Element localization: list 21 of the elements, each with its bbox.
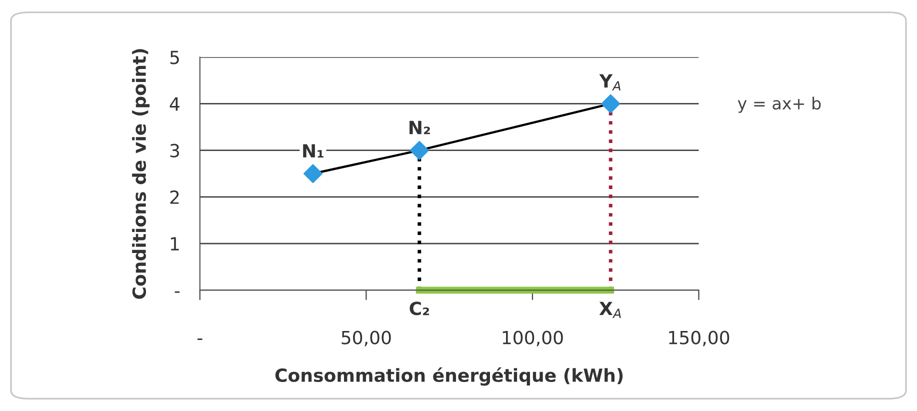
x-tick-label: - <box>198 338 202 340</box>
x-tick-label: 50,00 <box>342 330 391 346</box>
annotation: X$_{A}$ <box>599 302 621 318</box>
point <box>601 94 620 114</box>
x-axis-title: Consommation énergétique (kWh) <box>275 367 623 386</box>
annotation: N₂ <box>410 120 430 134</box>
annotation: N₁ <box>303 144 324 158</box>
point <box>410 140 429 160</box>
x-tick-label: 150,00 <box>669 330 730 346</box>
annotation: C₂ <box>410 302 429 316</box>
y-tick-label: 5 <box>170 50 179 64</box>
x-tick-label: 100,00 <box>502 330 563 346</box>
point <box>304 164 322 184</box>
y-tick-label: 2 <box>170 190 179 204</box>
y-tick-label: 3 <box>170 144 180 158</box>
y-axis-title: Conditions de vie (point) <box>132 49 150 299</box>
y-tick-label: - <box>174 291 180 293</box>
y-tick-label: 1 <box>170 237 179 250</box>
annotation: Y$_{A}$ <box>599 74 620 90</box>
text: y = ax+ b <box>738 96 821 113</box>
y-tick-label: 4 <box>170 97 180 111</box>
